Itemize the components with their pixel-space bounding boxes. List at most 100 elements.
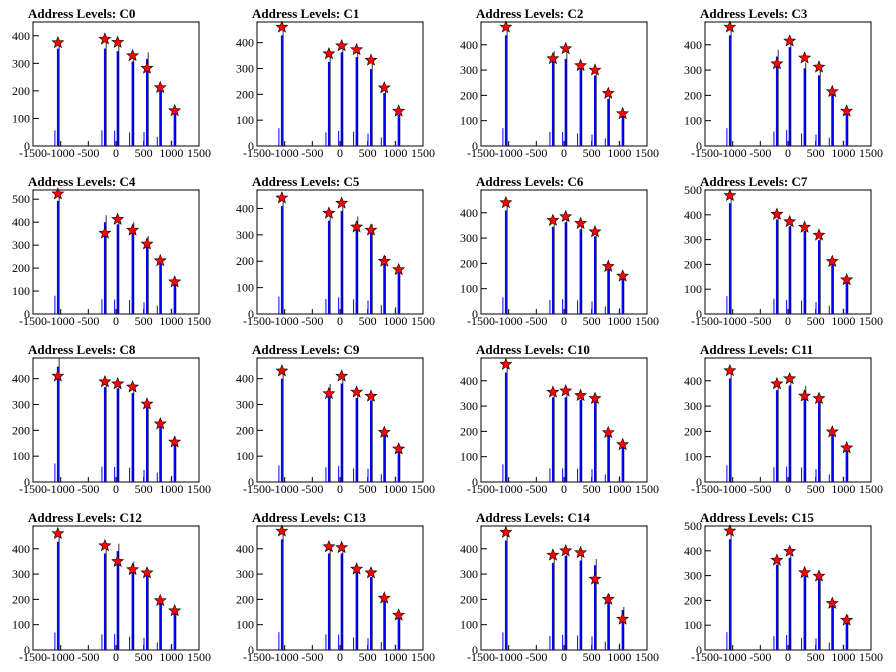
fit-marker-star [153,417,167,430]
y-tick-label: 400 [12,215,30,229]
y-tick-label: 200 [236,87,254,101]
x-tick-label: 1000 [831,650,855,664]
peak-bar [116,224,119,314]
x-tick-label: -1500 [19,314,47,328]
fit-marker-star [168,603,182,617]
peak-bar [397,114,400,146]
fit-marker-star [392,104,406,117]
x-tick-label: -500 [525,650,547,664]
peak-bar [280,378,283,482]
x-tick-label: -1000 [719,314,747,328]
y-tick-label: 0 [248,643,254,657]
peak-bar [775,56,778,147]
peak-bar [817,75,820,146]
y-tick-label: 400 [460,38,478,52]
peak-bar [173,612,176,650]
chart-panel: Address Levels: C1 0 100 200 300 400 -1500 -100… [236,6,435,160]
fit-marker-star [783,34,797,47]
x-tick-label: 1000 [607,650,631,664]
peak-bar [131,567,134,650]
y-tick-label: 100 [460,450,478,464]
fit-marker-star [350,385,364,398]
peak-bar [845,281,848,314]
chart-title: Address Levels: C6 [476,174,584,189]
peak-bar [145,241,148,314]
x-tick-label: 0 [561,650,567,664]
chart-panel: Address Levels: C14 0 100 200 300 400 -1500 -10… [460,510,659,664]
chart-panel: Address Levels: C10 0 100 200 300 400 -1500 -10… [460,342,659,496]
chart-panel: Address Levels: C12 0 100 200 300 400 -1500 -10… [12,510,211,664]
y-tick-label: 200 [460,592,478,606]
y-tick-label: 300 [12,398,30,412]
x-tick-label: 500 [583,650,601,664]
fit-marker-star [812,228,826,241]
y-tick-label: 400 [12,29,30,43]
peak-bar [355,57,358,146]
chart-title: Address Levels: C3 [700,6,808,21]
x-tick-label: -500 [301,314,323,328]
x-tick-label: -500 [77,482,99,496]
peak-bar [397,272,400,314]
fit-marker-star [825,84,839,98]
fit-marker-star [322,386,336,400]
peak-bar [145,58,148,146]
chart-panel: Address Levels: C8 0 100 200 300 400 -1500 -100… [12,342,211,496]
x-tick-label: -1000 [271,650,299,664]
x-tick-label: -1500 [691,482,719,496]
y-tick-label: 200 [12,423,30,437]
peak-bar [327,220,330,314]
y-tick-label: 500 [12,192,30,206]
chart-panel: Address Levels: C5 0 100 200 300 400 -1500 -100… [236,174,435,328]
x-tick-label: 0 [113,482,119,496]
fit-marker-star [840,104,854,117]
x-tick-label: -500 [301,482,323,496]
x-tick-label: 500 [135,314,153,328]
fit-marker-star [275,524,289,537]
peak-bar [504,210,507,314]
peak-bar [173,443,176,482]
peak-bar [340,210,343,314]
peak-bar [383,93,386,146]
fit-marker-star [616,612,630,625]
y-tick-label: 0 [248,475,254,489]
peak-bar [56,48,59,146]
y-tick-label: 100 [12,618,30,632]
fit-marker-star [335,540,349,554]
x-tick-label: 500 [807,482,825,496]
y-tick-label: 0 [472,139,478,153]
fit-marker-star [574,388,588,401]
peak-bar [103,222,106,314]
x-tick-label: -1500 [467,146,495,160]
fit-marker-star [140,397,154,410]
x-tick-label: -1500 [243,482,271,496]
y-tick-label: 100 [12,284,30,298]
x-tick-label: -500 [525,482,547,496]
peak-bar [564,58,567,146]
x-tick-label: 1500 [187,314,211,328]
y-tick-label: 400 [12,542,30,556]
x-tick-label: 500 [807,650,825,664]
x-tick-label: 0 [785,650,791,664]
fit-marker-star [153,80,167,94]
y-tick-label: 400 [684,544,702,558]
x-tick-label: 1000 [383,314,407,328]
x-tick-label: -1000 [47,314,75,328]
y-tick-label: 0 [696,643,702,657]
y-tick-label: 300 [12,238,30,252]
x-tick-label: 500 [359,314,377,328]
x-tick-label: 1000 [383,650,407,664]
peak-bar [159,262,162,314]
fit-marker-star [840,272,854,286]
fit-marker-star [812,60,826,73]
peak-bar [728,539,731,650]
peak-bar [116,551,119,650]
y-tick-label: 100 [460,618,478,632]
fit-marker-star [140,61,154,74]
x-tick-label: -1000 [271,482,299,496]
y-tick-label: 100 [460,114,478,128]
fit-marker-star [601,86,615,99]
peak-bar [551,562,554,650]
x-tick-label: -1000 [495,314,523,328]
x-tick-label: -1500 [19,650,47,664]
x-tick-label: 500 [807,146,825,160]
